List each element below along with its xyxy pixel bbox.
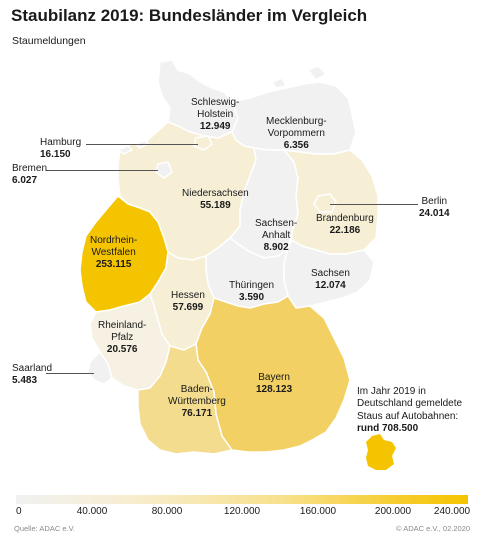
scale-tick: 40.000: [76, 506, 108, 517]
state-value: 12.074: [315, 280, 346, 291]
state-name: Holstein: [197, 109, 234, 120]
scale-tick: 160.000: [299, 506, 337, 517]
copyright-note: © ADAC e.V., 02.2020: [396, 524, 471, 533]
state-value: 8.902: [263, 242, 289, 253]
state-name: Schleswig-: [191, 97, 240, 108]
summary-line: Staus auf Autobahnen:: [357, 410, 459, 422]
label-niedersachsen: Niedersachsen 55.189: [182, 188, 249, 212]
state-name: Bayern: [258, 372, 290, 383]
state-value: 76.171: [181, 408, 213, 419]
color-scale-bar: [16, 495, 468, 504]
state-value: 12.949: [199, 121, 231, 132]
label-hessen: Hessen 57.699: [171, 290, 205, 314]
state-name: Mecklenburg-: [266, 116, 327, 127]
state-value: 24.014: [419, 208, 450, 219]
label-bayern: Bayern 128.123: [256, 372, 292, 396]
summary-box: Im Jahr 2019 in Deutschland gemeldete St…: [357, 386, 462, 436]
page-title: Staubilanz 2019: Bundesländer im Verglei…: [11, 6, 368, 25]
state-value: 16.150: [40, 149, 71, 160]
label-schleswig-holstein: Schleswig- Holstein 12.949: [191, 97, 239, 133]
state-name: Vorpommern: [267, 128, 325, 139]
source-note: Quelle: ADAC e.V.: [14, 524, 76, 533]
state-name: Rheinland-: [98, 320, 147, 331]
state-name: Anhalt: [261, 230, 291, 241]
state-name: Baden-: [180, 384, 214, 395]
region-berlin: [313, 193, 337, 213]
state-value: 22.186: [329, 225, 361, 236]
label-nordrhein-westfalen: Nordrhein- Westfalen 253.115: [90, 235, 137, 271]
state-name: Pfalz: [111, 332, 134, 343]
label-sachsen: Sachsen 12.074: [311, 268, 350, 292]
state-value: 6.356: [283, 140, 309, 151]
summary-total: rund 708.500: [357, 423, 419, 435]
label-rheinland-pfalz: Rheinland- Pfalz 20.576: [98, 320, 146, 356]
state-value: 3.590: [239, 292, 265, 303]
scale-tick: 120.000: [223, 506, 261, 517]
leader-line-berlin: [330, 204, 418, 205]
scale-tick: 240.000: [433, 506, 471, 517]
state-value: 55.189: [200, 200, 231, 211]
label-baden-wuerttemberg: Baden- Württemberg 76.171: [168, 384, 226, 420]
summary-line: Im Jahr 2019 in: [357, 386, 426, 397]
label-hamburg: Hamburg 16.150: [40, 137, 81, 161]
scale-tick: 200.000: [374, 506, 412, 517]
state-name: Sachsen-: [255, 218, 298, 229]
label-saarland: Saarland 5.483: [12, 363, 52, 387]
state-name: Sachsen: [311, 268, 350, 279]
state-name: Nordrhein-: [90, 235, 138, 246]
scale-tick: 80.000: [151, 506, 183, 517]
state-name: Westfalen: [91, 247, 136, 258]
state-name: Hessen: [171, 290, 205, 301]
state-value: 57.699: [172, 302, 204, 313]
state-value: 5.483: [12, 375, 38, 386]
state-value: 253.115: [95, 259, 132, 270]
state-name: Bremen: [12, 163, 48, 174]
label-bremen: Bremen 6.027: [12, 163, 47, 187]
germany-mini-icon: [366, 434, 396, 470]
leader-line-hamburg: [86, 144, 198, 145]
page-subtitle: Staumeldungen: [12, 35, 86, 47]
state-name: Berlin: [421, 196, 448, 207]
state-name: Niedersachsen: [182, 188, 249, 199]
state-value: 128.123: [256, 384, 293, 395]
label-brandenburg: Brandenburg 22.186: [316, 213, 374, 237]
leader-line-saarland: [46, 373, 94, 374]
scale-tick: 0: [16, 506, 22, 517]
leader-line-bremen: [46, 170, 158, 171]
state-name: Brandenburg: [316, 213, 374, 224]
state-value: 20.576: [106, 344, 138, 355]
state-value: 6.027: [12, 175, 38, 186]
label-thueringen: Thüringen 3.590: [229, 280, 274, 304]
region-baden-wuerttemberg: [137, 343, 233, 455]
state-name: Saarland: [12, 363, 53, 374]
state-name: Württemberg: [168, 396, 226, 407]
label-berlin: Berlin 24.014: [419, 196, 450, 220]
state-name: Thüringen: [229, 280, 275, 291]
label-sachsen-anhalt: Sachsen- Anhalt 8.902: [255, 218, 297, 254]
state-name: Hamburg: [40, 137, 82, 148]
summary-line: Deutschland gemeldete: [357, 398, 463, 410]
label-mecklenburg-vorpommern: Mecklenburg- Vorpommern 6.356: [266, 116, 327, 152]
